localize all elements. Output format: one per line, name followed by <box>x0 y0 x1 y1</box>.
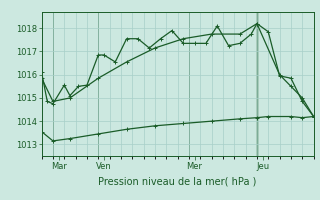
X-axis label: Pression niveau de la mer( hPa ): Pression niveau de la mer( hPa ) <box>99 176 257 186</box>
